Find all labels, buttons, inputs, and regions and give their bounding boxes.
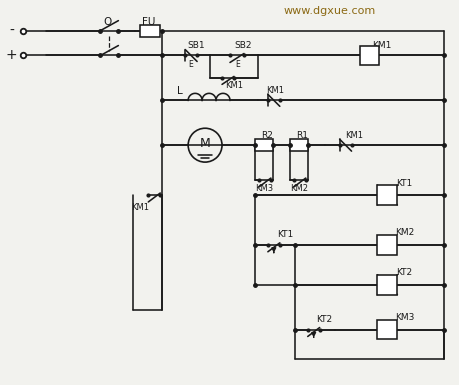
- Text: -: -: [9, 23, 14, 38]
- Text: KT1: KT1: [276, 230, 292, 239]
- Text: KT2: KT2: [316, 315, 332, 324]
- Bar: [377, 275, 397, 295]
- Text: E: E: [187, 60, 192, 69]
- Text: Q: Q: [103, 17, 112, 27]
- Text: R2: R2: [260, 131, 272, 140]
- Text: KM3: KM3: [254, 184, 272, 192]
- Bar: [377, 235, 397, 255]
- Text: +: +: [6, 49, 17, 62]
- Bar: [359, 45, 379, 65]
- Text: FU: FU: [141, 17, 155, 27]
- Bar: [289, 139, 307, 151]
- Text: E: E: [235, 60, 240, 69]
- Bar: [140, 25, 160, 37]
- Text: R1: R1: [295, 131, 307, 140]
- Text: KT1: KT1: [395, 179, 412, 187]
- Text: KM1: KM1: [345, 131, 363, 140]
- Text: SB2: SB2: [234, 41, 251, 50]
- Text: KM1: KM1: [265, 86, 283, 95]
- Text: www.dgxue.com: www.dgxue.com: [283, 6, 375, 16]
- Text: SB1: SB1: [187, 41, 205, 50]
- Text: KM1: KM1: [224, 81, 242, 90]
- Text: KM1: KM1: [371, 41, 390, 50]
- Text: KM2: KM2: [289, 184, 307, 192]
- Bar: [254, 139, 272, 151]
- Bar: [377, 185, 397, 205]
- Text: KT2: KT2: [396, 268, 412, 277]
- Text: KM3: KM3: [394, 313, 413, 322]
- Text: KM1: KM1: [131, 203, 149, 213]
- Bar: [377, 320, 397, 340]
- Text: M: M: [199, 137, 210, 150]
- Text: L: L: [177, 86, 183, 96]
- Text: KM2: KM2: [394, 228, 413, 238]
